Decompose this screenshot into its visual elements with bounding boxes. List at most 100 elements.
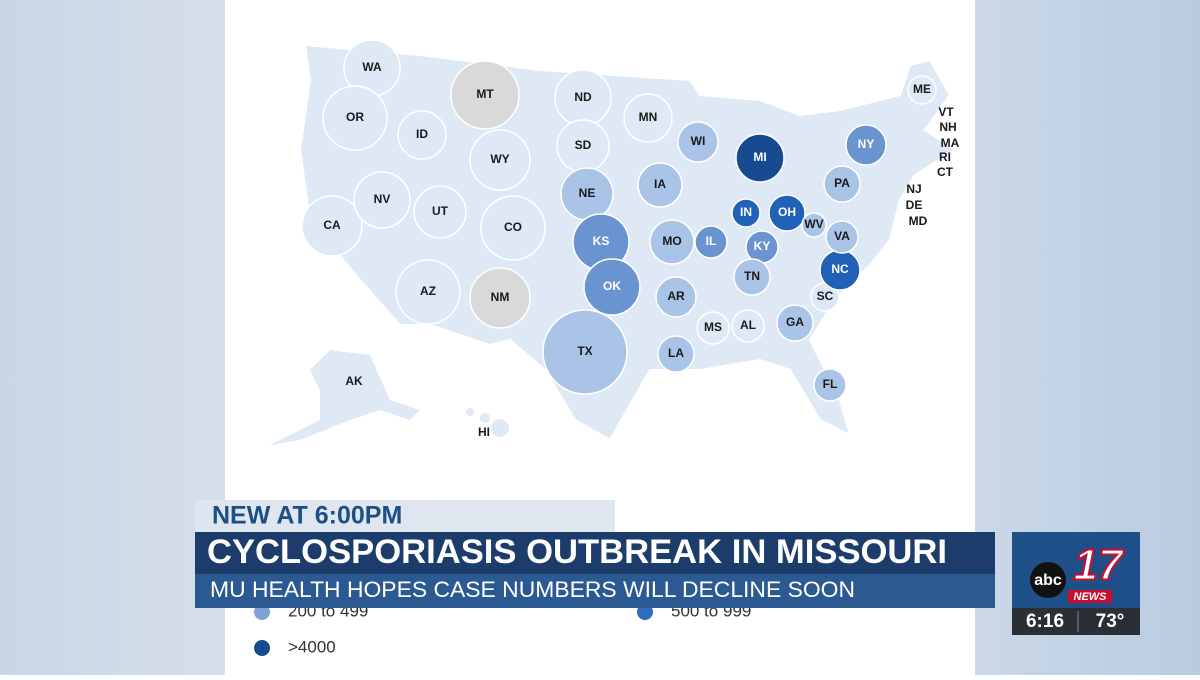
kicker: NEW AT 6:00PM bbox=[212, 502, 402, 530]
kicker-bar bbox=[195, 500, 615, 532]
state-label: OH bbox=[778, 205, 796, 219]
state-region bbox=[395, 259, 461, 325]
state-region bbox=[480, 195, 546, 261]
state-label: HI bbox=[478, 425, 490, 439]
state-region bbox=[397, 110, 447, 160]
state-label: TX bbox=[577, 344, 592, 358]
hawaii-outline bbox=[466, 408, 509, 437]
state-region bbox=[649, 219, 695, 265]
state-region bbox=[801, 212, 827, 238]
state-region bbox=[845, 124, 887, 166]
state-label: GA bbox=[786, 315, 804, 329]
state-region bbox=[322, 85, 388, 151]
headline: CYCLOSPORIASIS OUTBREAK IN MISSOURI bbox=[207, 533, 947, 571]
state-region bbox=[542, 309, 628, 395]
state-region bbox=[353, 171, 411, 229]
state-label: MN bbox=[639, 110, 658, 124]
state-region bbox=[637, 162, 683, 208]
state-region bbox=[677, 121, 719, 163]
state-label: NE bbox=[579, 186, 596, 200]
state-region bbox=[583, 258, 641, 316]
state-region bbox=[469, 129, 531, 191]
state-label: PA bbox=[834, 176, 850, 190]
state-label: IN bbox=[740, 205, 752, 219]
state-label: WI bbox=[691, 134, 706, 148]
temperature: 73° bbox=[1096, 611, 1125, 632]
state-label: AL bbox=[740, 318, 756, 332]
state-region bbox=[731, 198, 761, 228]
channel: 17 bbox=[1074, 541, 1125, 590]
state-label: WV bbox=[804, 217, 823, 231]
state-region bbox=[623, 93, 673, 143]
info-bar bbox=[1012, 608, 1140, 635]
state-label: NJ bbox=[906, 182, 921, 196]
state-label: WA bbox=[362, 60, 382, 74]
state-label: IA bbox=[654, 177, 666, 191]
state-region bbox=[731, 309, 765, 343]
state-label: ND bbox=[574, 90, 592, 104]
state-label: CT bbox=[937, 165, 954, 179]
state-label: NY bbox=[858, 137, 875, 151]
brand: NEWS bbox=[1074, 591, 1108, 603]
state-label: IL bbox=[706, 234, 717, 248]
subhead-bar bbox=[195, 574, 995, 608]
state-label: SC bbox=[817, 289, 834, 303]
state-label: VA bbox=[834, 229, 850, 243]
state-label: OK bbox=[603, 279, 621, 293]
state-label: NV bbox=[374, 192, 391, 206]
state-region bbox=[450, 60, 520, 130]
state-label: AZ bbox=[420, 284, 436, 298]
state-label: LA bbox=[668, 346, 684, 360]
state-label: MO bbox=[662, 234, 681, 248]
state-region bbox=[825, 220, 859, 254]
state-label: VT bbox=[938, 105, 954, 119]
state-label: SD bbox=[575, 138, 592, 152]
state-layer: WA OR CA NV ID MT WY UT CO AZ NM ND SD NE KS OK TX MN IA MO… bbox=[301, 39, 960, 439]
state-label: WY bbox=[490, 152, 509, 166]
network: abc bbox=[1034, 572, 1062, 589]
state-label: MS bbox=[704, 320, 722, 334]
state-label: MI bbox=[753, 150, 766, 164]
state-region bbox=[655, 276, 697, 318]
state-region bbox=[413, 185, 467, 239]
state-region bbox=[907, 75, 937, 105]
state-label: NM bbox=[491, 290, 510, 304]
time: 6:16 bbox=[1026, 611, 1064, 632]
state-label: ID bbox=[416, 127, 428, 141]
state-region bbox=[301, 195, 363, 257]
state-label: UT bbox=[432, 204, 449, 218]
state-label: RI bbox=[939, 150, 951, 164]
state-label: MD bbox=[909, 214, 928, 228]
legend-label: >4000 bbox=[288, 637, 336, 656]
state-region bbox=[768, 194, 806, 232]
state-label: FL bbox=[823, 377, 838, 391]
state-label: MT bbox=[476, 87, 494, 101]
state-label: KS bbox=[593, 234, 610, 248]
state-label: AR bbox=[667, 289, 685, 303]
state-label: AK bbox=[345, 374, 363, 388]
state-label: DE bbox=[906, 198, 923, 212]
network-badge bbox=[1030, 562, 1066, 598]
alaska-outline bbox=[270, 350, 420, 445]
state-label: CO bbox=[504, 220, 522, 234]
brand-bar bbox=[1068, 590, 1112, 603]
state-region bbox=[657, 335, 695, 373]
state-region bbox=[823, 165, 861, 203]
state-region bbox=[776, 304, 814, 342]
legend-swatch bbox=[254, 640, 270, 656]
state-label: TN bbox=[744, 269, 760, 283]
state-label: NC bbox=[831, 262, 849, 276]
state-label: KY bbox=[754, 239, 771, 253]
state-region bbox=[696, 311, 730, 345]
state-region bbox=[813, 368, 847, 402]
state-label: ME bbox=[913, 82, 931, 96]
state-label: MA bbox=[941, 136, 960, 150]
state-label: OR bbox=[346, 110, 364, 124]
state-region bbox=[469, 267, 531, 329]
state-region bbox=[733, 258, 771, 296]
state-label: CA bbox=[323, 218, 341, 232]
state-label: NH bbox=[939, 120, 956, 134]
subhead: MU HEALTH HOPES CASE NUMBERS WILL DECLIN… bbox=[210, 577, 855, 602]
state-region bbox=[735, 133, 785, 183]
